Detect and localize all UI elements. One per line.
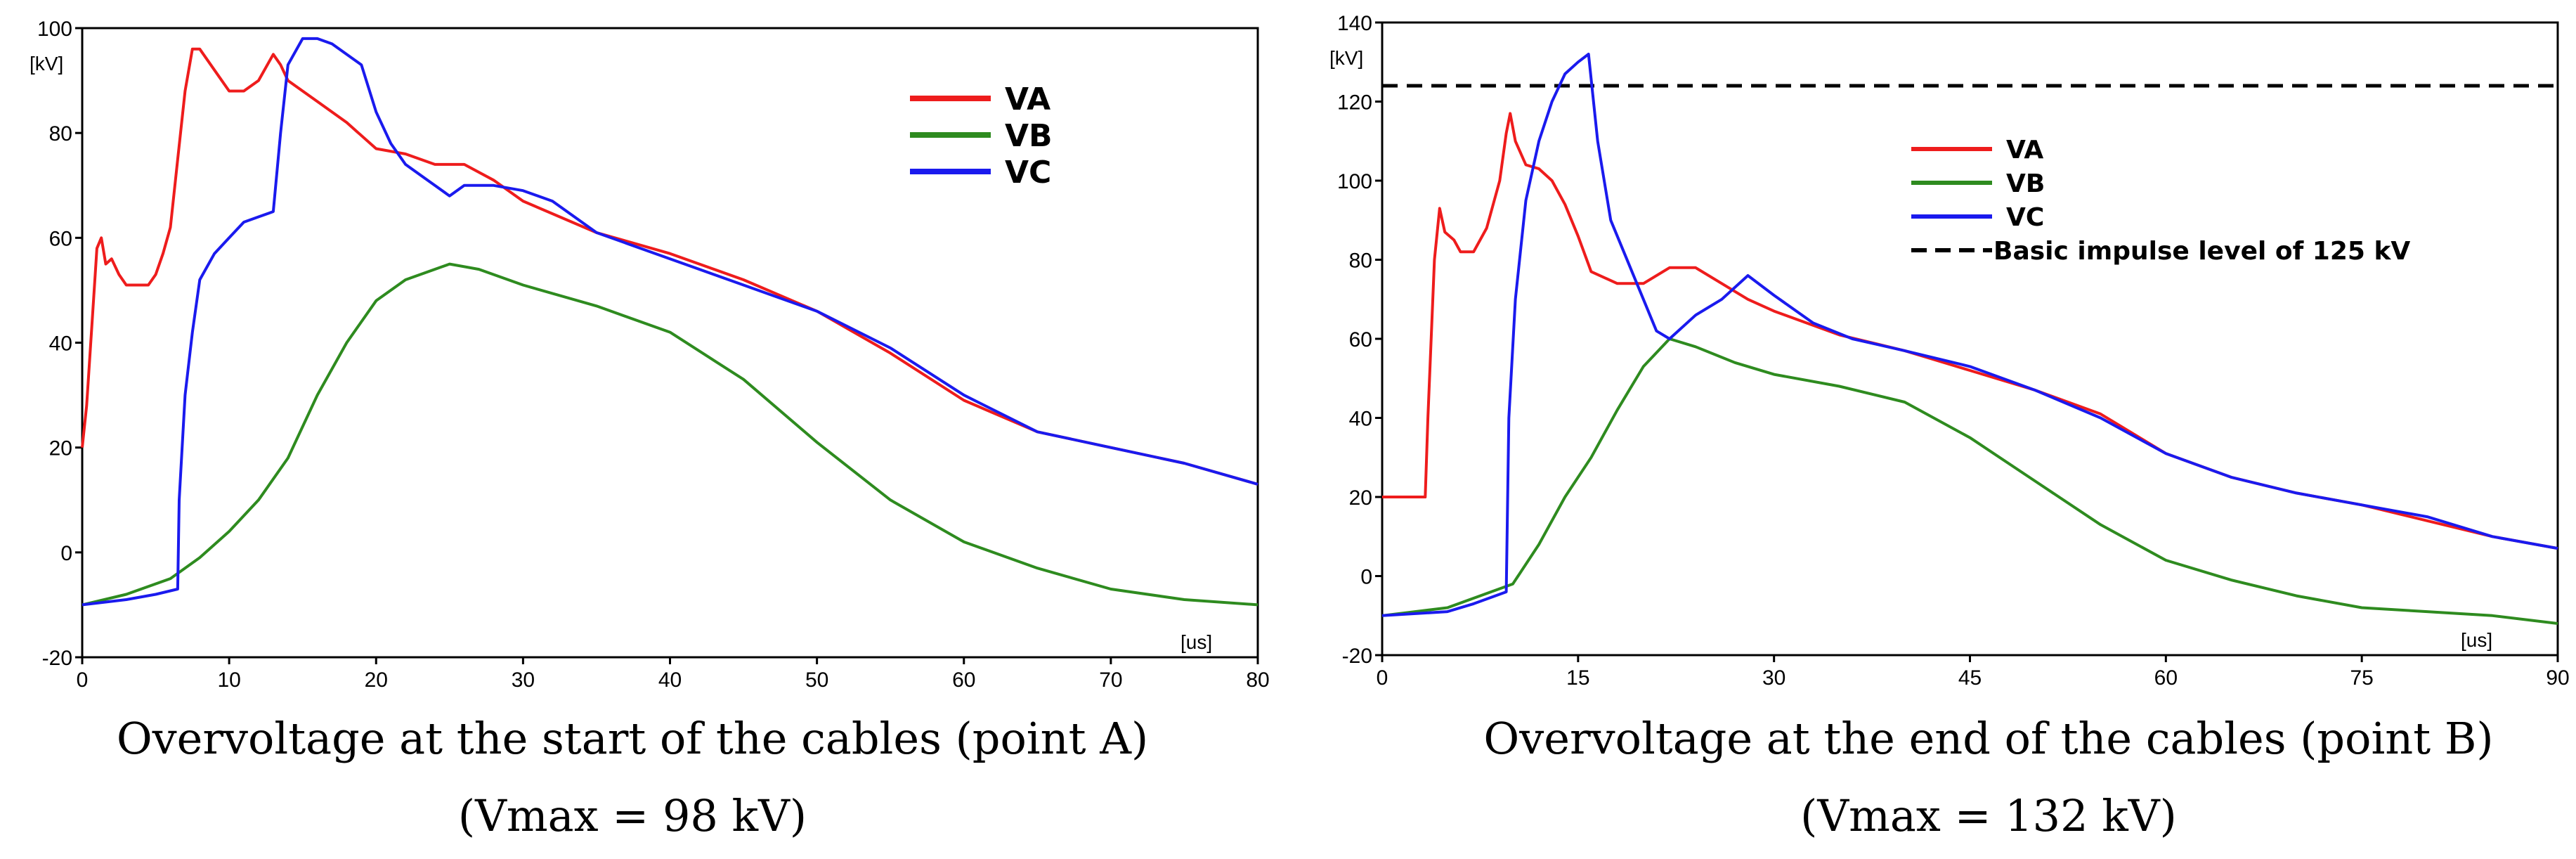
y-tick-label: 80 [1349, 250, 1372, 273]
x-tick-label: 45 [1958, 666, 1982, 690]
series-line-vb [1381, 337, 2558, 625]
y-tick-label: 0 [60, 542, 72, 565]
legend-label-vc: VC [2006, 203, 2044, 232]
plot-frame [81, 27, 1259, 659]
series-line-va [81, 47, 1258, 486]
x-tick-label: 40 [658, 669, 682, 692]
y-tick-label: 40 [49, 332, 72, 356]
x-tick-label: 50 [805, 669, 828, 692]
x-tick-label: 0 [1377, 666, 1388, 690]
y-tick-label: 0 [1360, 566, 1372, 589]
y-tick-label: 100 [1337, 170, 1372, 193]
y-tick-label: 20 [1349, 486, 1372, 510]
y-tick-label: 40 [1349, 408, 1372, 431]
legend-label-reference: Basic impulse level of 125 kV [1993, 237, 2410, 266]
y-tick-label: 60 [1349, 328, 1372, 351]
y-tick-label: -20 [42, 647, 72, 670]
x-tick-label: 30 [512, 669, 535, 692]
chart-caption: Overvoltage at the start of the cables (… [117, 713, 1148, 764]
x-tick-label: 60 [2154, 666, 2178, 690]
y-tick-label: 80 [49, 122, 72, 146]
chart-subcaption: (Vmax = 132 kV) [1800, 790, 2177, 841]
y-tick-label: -20 [1342, 645, 1372, 668]
legend-label-vc: VC [1005, 155, 1051, 190]
series-line-va [1382, 112, 2558, 550]
y-tick-label: 140 [1337, 12, 1372, 35]
x-tick-label: 90 [2546, 666, 2569, 690]
series-line-vc [82, 37, 1258, 607]
y-tick-label: 100 [37, 18, 72, 41]
chart-caption: Overvoltage at the end of the cables (po… [1483, 713, 2493, 764]
x-tick-label: 20 [365, 669, 388, 692]
legend-label-va: VA [1005, 82, 1050, 117]
x-tick-label: 0 [77, 669, 89, 692]
x-tick-label: 15 [1566, 666, 1589, 690]
x-tick-label: 10 [217, 669, 240, 692]
legend-label-vb: VB [2006, 169, 2045, 198]
x-tick-label: 30 [1762, 666, 1785, 690]
plot-frame [1381, 21, 2559, 657]
legend-label-vb: VB [1005, 118, 1053, 154]
legend-label-va: VA [2006, 136, 2043, 164]
chart-subcaption: (Vmax = 98 kV) [458, 790, 807, 841]
x-tick-label: 60 [952, 669, 975, 692]
x-tick-label: 75 [2350, 666, 2373, 690]
y-axis-unit: [kV] [1329, 47, 1363, 69]
x-axis-unit: [us] [2461, 629, 2492, 651]
series-line-vb [82, 262, 1258, 607]
y-tick-label: 60 [49, 227, 72, 250]
series-line-vc [1381, 53, 2558, 617]
y-tick-label: 120 [1337, 91, 1372, 115]
y-tick-label: 20 [49, 437, 72, 460]
y-axis-unit: [kV] [30, 53, 63, 75]
x-tick-label: 70 [1099, 669, 1122, 692]
x-tick-label: 80 [1246, 669, 1269, 692]
x-axis-unit: [us] [1180, 631, 1212, 653]
